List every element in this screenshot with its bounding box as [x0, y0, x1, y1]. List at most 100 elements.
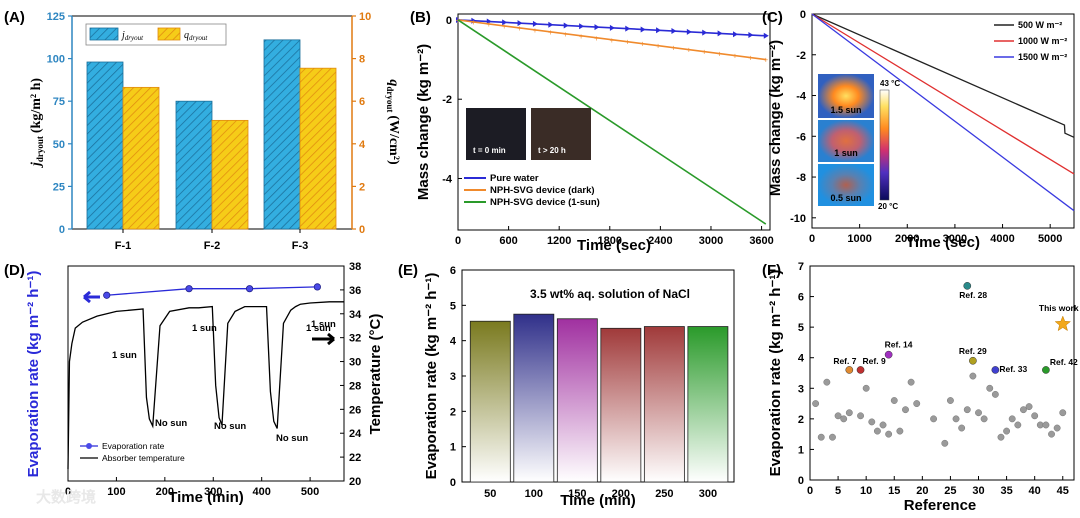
f-x-tick-label: 25: [944, 485, 956, 497]
panel-f-frame: [809, 265, 1075, 481]
c-y-tick-label: -2: [796, 50, 806, 62]
panel-a-categories: F-1 F-2 F-3: [115, 229, 308, 252]
e-y-tick-label: 5: [450, 300, 456, 312]
f-reference-point: [1059, 409, 1067, 417]
f-reference-point: [997, 433, 1005, 441]
b-marker: [563, 22, 569, 29]
b-x-tick-label: 0: [455, 235, 461, 247]
b-x-tick-label: 600: [499, 235, 517, 247]
b-y-tick-label: -4: [442, 173, 453, 185]
f-x-tick-label: 0: [807, 485, 813, 497]
panel-a-legend: jdryout qdryout: [85, 23, 227, 46]
f-reference-point: [868, 418, 876, 426]
f-reference-point: [817, 433, 825, 441]
a-left-tick-label: 125: [47, 11, 65, 23]
d-annotation: No sun: [214, 421, 246, 432]
d-legend-label: Evaporation rate: [102, 441, 165, 451]
f-reference-point: [845, 409, 853, 417]
e-x-tick-label: 200: [612, 488, 630, 500]
panel-c-frame: [811, 13, 1075, 229]
f-highlight-label: Ref. 7: [833, 356, 856, 366]
f-reference-point: [834, 412, 842, 420]
e-bar: [513, 313, 555, 483]
f-reference-point: [1019, 406, 1027, 414]
b-marker: +: [610, 36, 615, 45]
panel-f-ylabel: Evaporation rate (kg m⁻² h⁻¹): [767, 270, 784, 477]
d-y-tick-label: 34: [349, 309, 362, 321]
panel-c-xlabel: Time (sec): [906, 234, 980, 251]
d-annotation: No sun: [155, 418, 187, 429]
panel-c-letter: (C): [762, 9, 783, 26]
legend-j-swatch: [89, 27, 119, 41]
panel-b-inset-photos: t = 0 min t > 20 h: [466, 108, 591, 160]
b-x-tick-label: 3600: [749, 235, 773, 247]
thermal-image-1-5-sun: [818, 74, 874, 118]
d-x-tick-label: 100: [107, 486, 125, 498]
f-highlight-label: Ref. 9: [863, 356, 886, 366]
d-y-tick-label: 20: [349, 476, 361, 488]
thermal-label-1-5-sun: 1.5 sun: [830, 105, 861, 115]
arrow-right-axis-icon: [312, 332, 335, 346]
e-y-tick-label: 1: [450, 442, 456, 454]
b-marker: +: [640, 40, 645, 49]
panel-f-xlabel: Reference: [904, 497, 977, 514]
b-marker: +: [748, 54, 753, 63]
d-x-tick-label: 0: [65, 486, 71, 498]
legend-j-label: jdryout: [120, 30, 144, 42]
d-temperature-line: [67, 301, 344, 470]
e-y-tick-label: 4: [450, 336, 457, 348]
b-x-tick-label: 3000: [699, 235, 723, 247]
b-marker: [594, 24, 600, 31]
panel-e-ylabel: Evaporation rate (kg m⁻² h⁻¹): [423, 273, 440, 480]
panel-b: (B) 0 600 1200 1800 2400 3000 3600 0 -2 -4 + + + + + +…: [410, 9, 774, 254]
panel-c-legend: 500 W m⁻² 1000 W m⁻² 1500 W m⁻²: [994, 20, 1067, 62]
d-annotation: 1 sun: [311, 319, 336, 330]
f-reference-point: [1008, 415, 1016, 423]
panel-d-ylabel-right: Temperature (°C): [367, 314, 384, 435]
panel-b-lines: + + + + + + + + + + + + + + + + + + + + +: [456, 16, 769, 225]
d-x-tick-label: 400: [253, 486, 271, 498]
f-x-tick-label: 35: [1000, 485, 1012, 497]
f-y-tick-label: 0: [798, 475, 804, 487]
bar-q-dryout: [211, 119, 249, 230]
f-y-tick-label: 1: [798, 444, 804, 456]
e-y-tick-label: 6: [450, 265, 456, 277]
panel-a-left-ticks: 0 25 50 75 100 125: [47, 11, 72, 236]
b-marker: [748, 32, 754, 39]
e-x-tick-label: 300: [699, 488, 717, 500]
inset-photo-start: [466, 108, 526, 160]
f-highlight-point: [856, 366, 865, 374]
b-marker: +: [502, 22, 507, 31]
panel-b-ticks: 0 600 1200 1800 2400 3000 3600 0 -2 -4: [442, 15, 774, 247]
b-marker: +: [471, 18, 476, 27]
a-right-tick-label: 2: [359, 181, 365, 193]
a-category-label: F-2: [204, 240, 221, 252]
f-x-tick-label: 40: [1029, 485, 1041, 497]
b-x-tick-label: 2400: [648, 235, 672, 247]
c-y-tick-label: -10: [790, 213, 806, 225]
inset-photo-end: [531, 108, 591, 160]
b-marker: [671, 28, 677, 35]
f-reference-point: [1048, 430, 1055, 438]
f-reference-point: [896, 427, 904, 435]
b-marker: +: [563, 30, 568, 39]
f-y-tick-label: 4: [798, 353, 805, 365]
bar-q-dryout: [122, 86, 160, 230]
e-x-tick-label: 50: [484, 488, 496, 500]
f-reference-point: [958, 424, 966, 432]
inset-label-start: t = 0 min: [473, 146, 506, 155]
thermal-label-1-sun: 1 sun: [834, 148, 858, 158]
b-marker: +: [733, 52, 738, 61]
b-marker: +: [625, 38, 630, 47]
b-marker: +: [579, 32, 584, 41]
c-y-tick-label: -8: [796, 172, 806, 184]
e-bar: [600, 327, 642, 483]
f-reference-point: [986, 384, 994, 392]
d-evaporation-point: [245, 285, 254, 293]
f-reference-point: [952, 415, 960, 423]
f-reference-point: [963, 406, 971, 414]
f-x-tick-label: 20: [916, 485, 928, 497]
